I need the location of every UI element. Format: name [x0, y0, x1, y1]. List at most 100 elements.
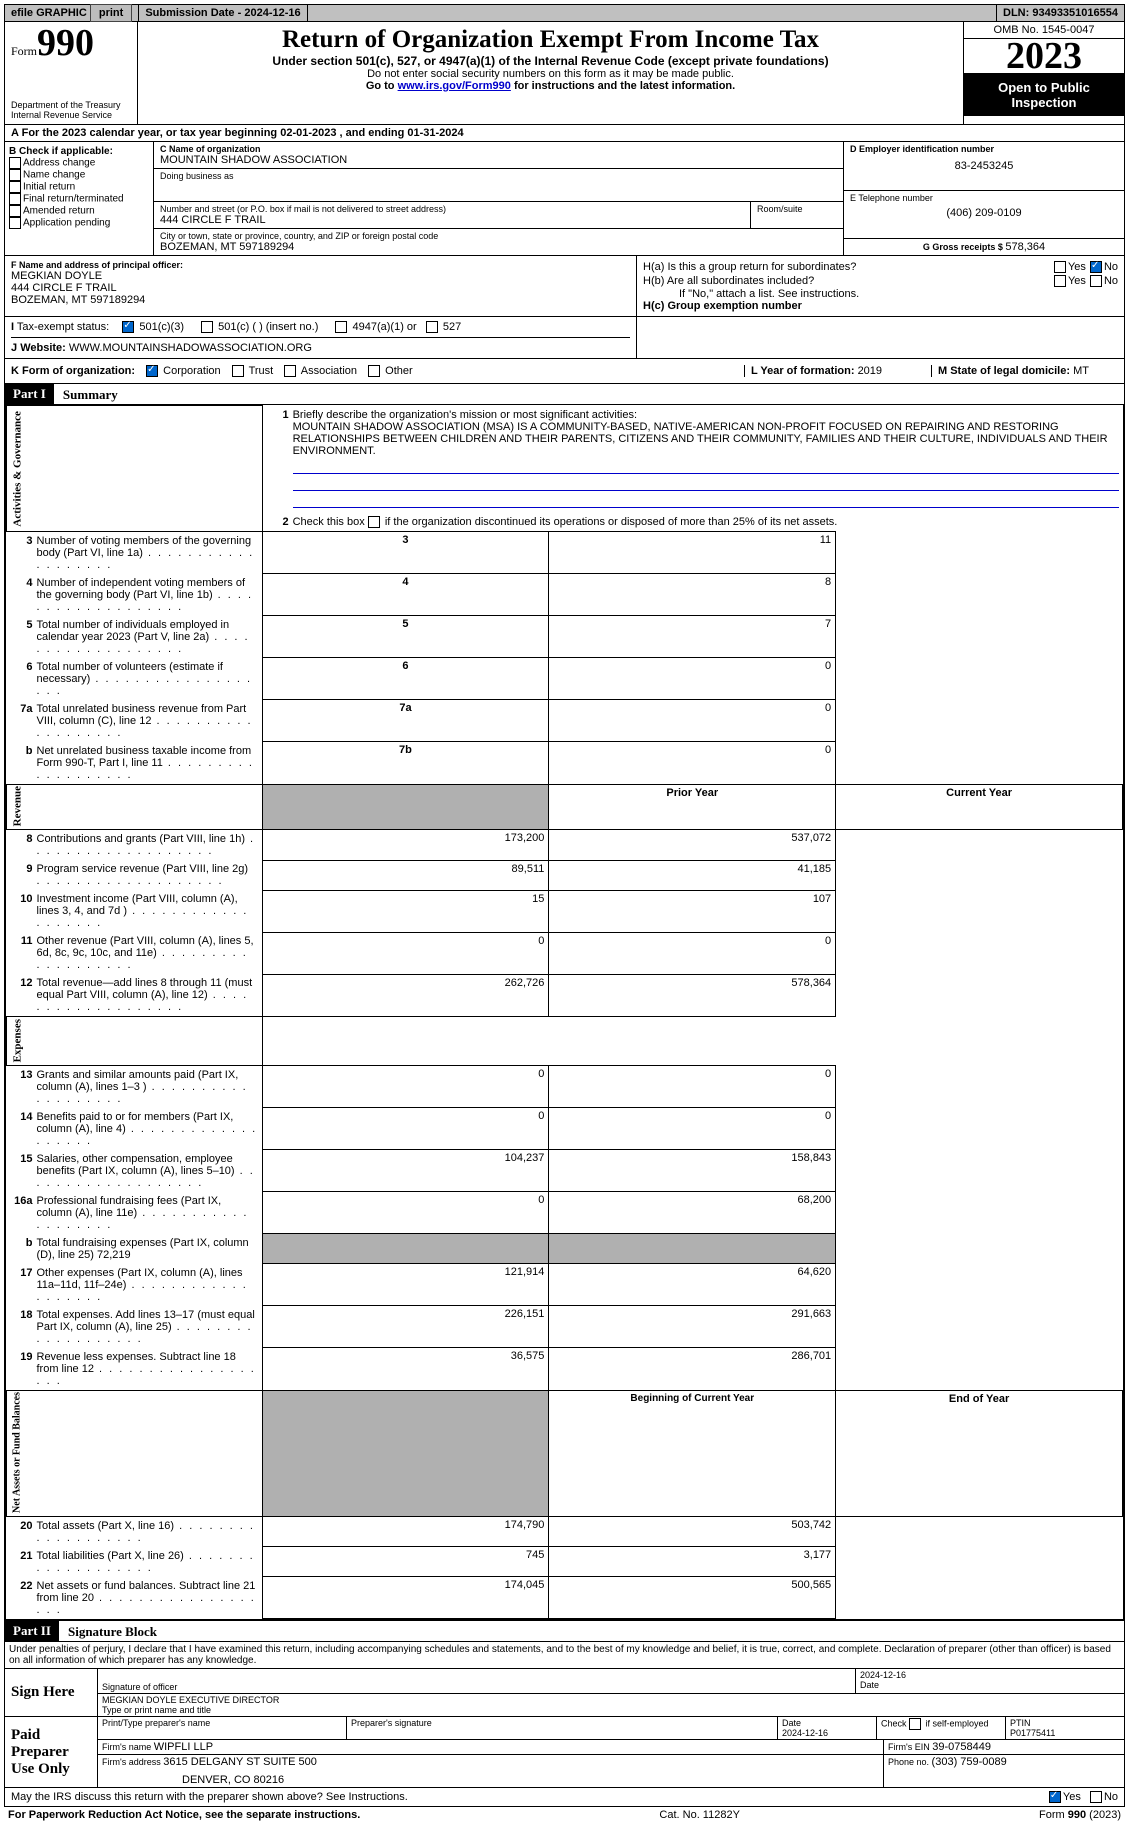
- firm-name-label: Firm's name: [102, 1742, 154, 1752]
- line-21-end: 3,177: [549, 1547, 836, 1577]
- checkbox-discontinued[interactable]: [368, 516, 380, 528]
- officer-group-block: F Name and address of principal officer:…: [4, 256, 1125, 317]
- form-number: 990: [37, 22, 94, 64]
- line-17-text: Other expenses (Part IX, column (A), lin…: [37, 1267, 258, 1303]
- top-toolbar: efile GRAPHIC print Submission Date - 20…: [4, 4, 1125, 22]
- tax-status-block: I Tax-exempt status: 501(c)(3) 501(c) ( …: [4, 317, 1125, 359]
- officer-label: F Name and address of principal officer:: [11, 260, 630, 270]
- line-15-text: Salaries, other compensation, employee b…: [37, 1153, 258, 1189]
- footer-mid: Cat. No. 11282Y: [659, 1809, 740, 1821]
- checkbox-ha-no[interactable]: [1090, 261, 1102, 273]
- line-17-prior: 121,914: [262, 1264, 549, 1306]
- line-3-value: 11: [549, 531, 836, 574]
- q2-text: Check this box if the organization disco…: [293, 516, 1119, 528]
- prep-phone: (303) 759-0089: [932, 1756, 1007, 1768]
- line-22-end: 500,565: [549, 1577, 836, 1619]
- checkbox-501c3[interactable]: [122, 321, 134, 333]
- col-prior-year: Prior Year: [549, 784, 836, 829]
- line-b-current: [549, 1234, 836, 1264]
- officer-name: MEGKIAN DOYLE: [11, 270, 630, 282]
- prep-date: 2024-12-16: [782, 1728, 828, 1738]
- footer-right: Form 990 (2023): [1039, 1809, 1121, 1821]
- checkbox-501c[interactable]: [201, 321, 213, 333]
- checkbox-final-return[interactable]: [9, 193, 21, 205]
- checkbox-corporation[interactable]: [146, 365, 158, 377]
- form-org-block: K Form of organization: Corporation Trus…: [4, 359, 1125, 384]
- line-b-box: 7b: [262, 742, 549, 785]
- room-label: Room/suite: [757, 204, 837, 214]
- checkbox-hb-yes[interactable]: [1054, 275, 1066, 287]
- line-16a-text: Professional fundraising fees (Part IX, …: [37, 1195, 258, 1231]
- firm-ein-label: Firm's EIN: [888, 1742, 932, 1752]
- prep-print-label: Print/Type preparer's name: [98, 1717, 347, 1739]
- dln: DLN: 93493351016554: [996, 5, 1124, 21]
- city-value: BOZEMAN, MT 597189294: [160, 241, 837, 253]
- form-subtitle: Under section 501(c), 527, or 4947(a)(1)…: [144, 54, 957, 68]
- form-header: Form990 Department of the Treasury Inter…: [4, 22, 1125, 125]
- checkbox-amended-return[interactable]: [9, 205, 21, 217]
- line-13-prior: 0: [262, 1065, 549, 1108]
- part1-body: Activities & Governance 1 Briefly descri…: [4, 405, 1125, 1621]
- line-9-prior: 89,511: [262, 860, 549, 890]
- line-19-prior: 36,575: [262, 1348, 549, 1391]
- checkbox-name-change[interactable]: [9, 169, 21, 181]
- firm-addr-label: Firm's address: [102, 1757, 163, 1767]
- ssn-warning: Do not enter social security numbers on …: [144, 68, 957, 80]
- line-6-box: 6: [262, 658, 549, 700]
- line-18-prior: 226,151: [262, 1306, 549, 1348]
- h-a-text: H(a) Is this a group return for subordin…: [643, 261, 1054, 273]
- h-b-note: If "No," attach a list. See instructions…: [643, 288, 1118, 300]
- checkbox-ha-yes[interactable]: [1054, 261, 1066, 273]
- label-expenses: Expenses: [7, 1017, 263, 1065]
- part1-title: Summary: [57, 387, 118, 402]
- line-10-prior: 15: [262, 890, 549, 932]
- line-7a-box: 7a: [262, 700, 549, 742]
- submission-date: Submission Date - 2024-12-16: [139, 5, 307, 21]
- line-20-text: Total assets (Part X, line 16): [37, 1520, 258, 1544]
- prep-check-self: Check if self-employed: [877, 1717, 1006, 1739]
- print-button[interactable]: print: [90, 4, 132, 22]
- ein-value: 83-2453245: [850, 154, 1118, 172]
- checkbox-initial-return[interactable]: [9, 181, 21, 193]
- checkbox-trust[interactable]: [232, 365, 244, 377]
- checkbox-discuss-yes[interactable]: [1049, 1791, 1061, 1803]
- prep-date-label: Date: [782, 1718, 801, 1728]
- irs-link[interactable]: www.irs.gov/Form990: [398, 80, 511, 92]
- officer-name-title: MEGKIAN DOYLE EXECUTIVE DIRECTOR: [102, 1695, 1120, 1705]
- part2-badge: Part II: [5, 1621, 59, 1641]
- line-12-text: Total revenue—add lines 8 through 11 (mu…: [37, 977, 258, 1013]
- gross-receipts-label: G Gross receipts $: [923, 242, 1006, 252]
- checkbox-527[interactable]: [426, 321, 438, 333]
- box-k-label: K Form of organization:: [11, 365, 135, 377]
- line-18-text: Total expenses. Add lines 13–17 (must eq…: [37, 1309, 258, 1345]
- prep-sig-label: Preparer's signature: [347, 1717, 778, 1739]
- line-9-text: Program service revenue (Part VIII, line…: [37, 863, 258, 887]
- q1-mission: MOUNTAIN SHADOW ASSOCIATION (MSA) IS A C…: [293, 421, 1108, 457]
- checkbox-hb-no[interactable]: [1090, 275, 1102, 287]
- org-name: MOUNTAIN SHADOW ASSOCIATION: [160, 154, 837, 166]
- summary-table: Activities & Governance 1 Briefly descri…: [6, 405, 1123, 1619]
- checkbox-self-employed[interactable]: [909, 1718, 921, 1730]
- form-label: Form: [11, 44, 37, 58]
- ein-label: D Employer identification number: [850, 144, 1118, 154]
- line-11-current: 0: [549, 932, 836, 974]
- checkbox-address-change[interactable]: [9, 157, 21, 169]
- ptin-label: PTIN: [1010, 1718, 1031, 1728]
- col-begin-year: Beginning of Current Year: [549, 1390, 836, 1516]
- part1-header-row: Part I Summary: [4, 384, 1125, 405]
- line-6-text: Total number of volunteers (estimate if …: [37, 661, 258, 697]
- line-15-current: 158,843: [549, 1150, 836, 1192]
- checkbox-association[interactable]: [284, 365, 296, 377]
- line-10-current: 107: [549, 890, 836, 932]
- form-title: Return of Organization Exempt From Incom…: [144, 26, 957, 54]
- checkbox-application-pending[interactable]: [9, 217, 21, 229]
- page-footer: For Paperwork Reduction Act Notice, see …: [4, 1807, 1125, 1823]
- checkbox-discuss-no[interactable]: [1090, 1791, 1102, 1803]
- tax-status-label: Tax-exempt status:: [17, 321, 109, 333]
- line-19-current: 286,701: [549, 1348, 836, 1391]
- checkbox-4947[interactable]: [335, 321, 347, 333]
- line-b-value: 0: [549, 742, 836, 785]
- checkbox-other[interactable]: [368, 365, 380, 377]
- officer-city: BOZEMAN, MT 597189294: [11, 294, 630, 306]
- street-value: 444 CIRCLE F TRAIL: [160, 214, 744, 226]
